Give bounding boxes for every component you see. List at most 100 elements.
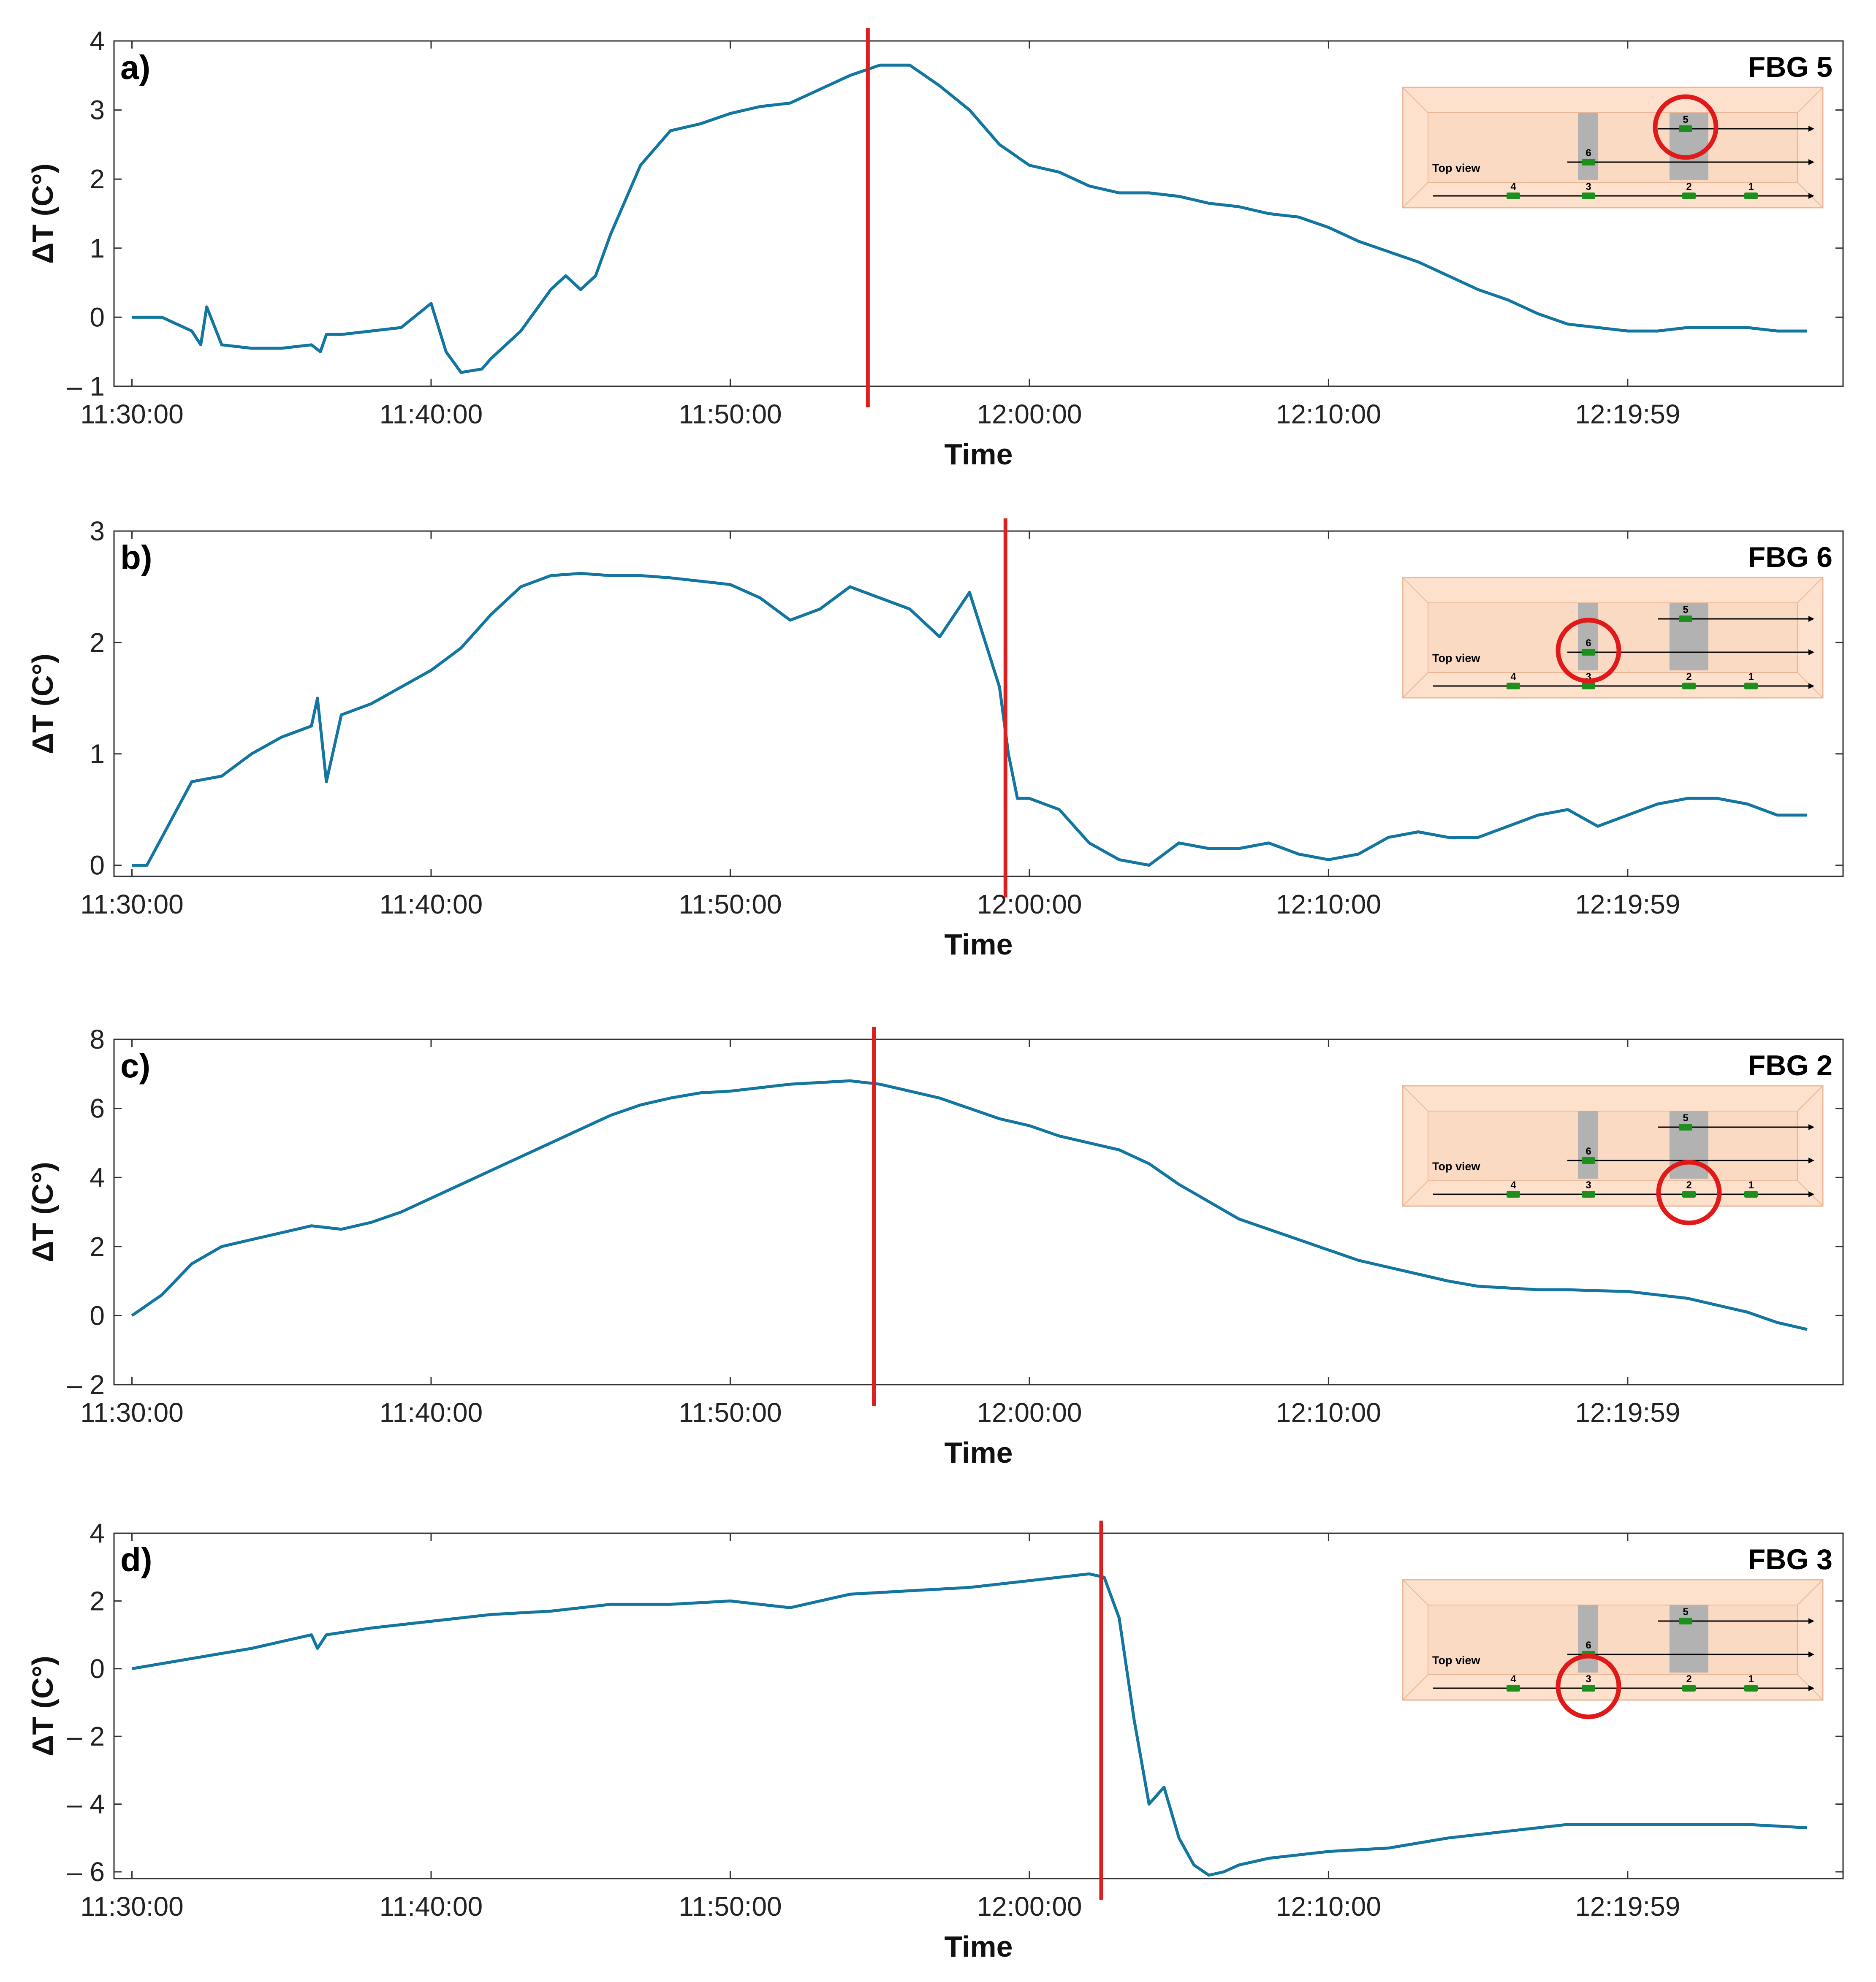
fbg-sensor-number: 3: [1586, 181, 1591, 193]
y-tick-label: 2: [90, 1586, 105, 1616]
inset-gray-strip: [1578, 1111, 1598, 1179]
inset-gray-strip: [1578, 1605, 1598, 1673]
fbg-sensor-marker: [1582, 649, 1595, 656]
series-line: [132, 572, 1807, 867]
y-tick-label: 8: [90, 1024, 105, 1055]
x-tick-label: 11:50:00: [679, 399, 782, 429]
arrow-head-icon: [1808, 1685, 1814, 1691]
y-tick-label: 2: [90, 627, 105, 658]
chart-panels: – 1 0 1 2 3 4 11:30:00 11:40:00 11:50:00 12:00:00…: [26, 26, 1844, 1963]
y-tick-label: 4: [90, 26, 105, 56]
y-tick-label: 2: [90, 164, 105, 194]
fbg-sensor-marker: [1744, 1191, 1758, 1198]
x-tick-label: 11:50:00: [679, 889, 782, 919]
y-tick-label: 1: [90, 739, 105, 769]
fbg-sensor-number: 5: [1683, 1606, 1688, 1618]
highlight-circle: [1556, 1654, 1621, 1719]
plot-frame: [113, 40, 1844, 387]
panel-label: d): [120, 1541, 152, 1578]
arrow-head-icon: [1808, 1124, 1814, 1130]
y-tick-label: 6: [90, 1093, 105, 1124]
fbg-sensor-marker: [1507, 193, 1520, 199]
inset-bevel-line: [1402, 87, 1428, 113]
series-line: [132, 63, 1807, 374]
chart-panel-1: – 1 0 1 2 3 4 11:30:00 11:40:00 11:50:00 12:00:00…: [26, 26, 1844, 471]
inset-gray-strip: [1578, 603, 1598, 670]
fbg-sensor-number: 4: [1510, 1673, 1516, 1685]
plot-frame: [113, 1532, 1844, 1879]
inset-bevel-line: [1402, 1085, 1428, 1112]
fbg-sensor-marker: [1744, 683, 1758, 689]
x-tick-label: 12:10:00: [1276, 1397, 1381, 1428]
plot-frame: [113, 1038, 1844, 1386]
panel-title: FBG 6: [1748, 541, 1833, 573]
x-tick-label: 11:30:00: [80, 1397, 183, 1428]
arrow-head-icon: [1808, 1618, 1814, 1624]
x-tick-label: 12:00:00: [977, 399, 1082, 429]
panel-title: FBG 3: [1748, 1543, 1833, 1575]
fbg-sensor-number: 1: [1748, 671, 1754, 683]
inset-gray-strip: [1578, 113, 1598, 180]
series-line: [131, 1079, 1808, 1331]
chart-panel-3: – 2 0 2 4 6 8 11:30:00 11:40:00 11:50:00 12:00:00…: [26, 1024, 1844, 1469]
panel-label: b): [120, 539, 152, 576]
y-tick-label: – 2: [67, 1721, 105, 1752]
fbg-sensor-number: 6: [1586, 147, 1591, 159]
inset-inner-box: [1428, 1605, 1798, 1675]
arrow-head-icon: [1808, 1191, 1814, 1197]
fbg-sensor-marker: [1682, 1685, 1696, 1692]
fbg-sensor-marker: [1507, 683, 1520, 689]
y-tick-label: 0: [90, 1300, 105, 1331]
fbg-sensor-marker: [1682, 193, 1696, 199]
inset-bevel-line: [1797, 577, 1823, 603]
x-tick-label: 12:00:00: [977, 1397, 1082, 1428]
inset-gray-strip: [1670, 1111, 1708, 1179]
top-view-label: Top view: [1432, 1654, 1481, 1667]
y-tick-label: – 6: [67, 1857, 105, 1887]
chart-panel-4: – 6 – 4 – 2 0 2 4 11:30:00 11:40:00 11:50:00 12:0…: [26, 1518, 1844, 1963]
y-tick-label: 3: [90, 516, 105, 546]
x-tick-label: 11:40:00: [380, 399, 483, 429]
fbg-sensor-number: 5: [1683, 604, 1688, 615]
x-axis-title: Time: [944, 1436, 1013, 1469]
panel-title: FBG 2: [1748, 1049, 1833, 1082]
fbg-sensor-marker: [1507, 1685, 1520, 1692]
fbg-sensor-number: 4: [1510, 181, 1516, 193]
fbg-sensor-number: 4: [1510, 671, 1516, 683]
highlight-circle: [1653, 94, 1719, 160]
y-tick-label: – 1: [67, 371, 105, 401]
x-tick-label: 12:10:00: [1276, 399, 1381, 429]
x-tick-label: 11:50:00: [679, 1891, 782, 1922]
inset-gray-strip: [1670, 603, 1708, 670]
x-tick-label: 11:40:00: [380, 889, 483, 919]
x-tick-label: 11:30:00: [80, 889, 183, 919]
inset-inner-box: [1428, 1111, 1798, 1181]
y-axis-title: ΔT (C°): [26, 653, 59, 754]
inset-bevel-line: [1402, 1674, 1428, 1700]
inset-inner-box: [1428, 112, 1798, 183]
x-tick-label: 12:19:59: [1575, 399, 1680, 429]
y-tick-label: 1: [90, 233, 105, 263]
inset-bevel-line: [1402, 672, 1428, 698]
arrow-head-icon: [1808, 1158, 1814, 1163]
arrow-head-icon: [1808, 126, 1814, 132]
fbg-sensor-number: 2: [1686, 671, 1691, 683]
y-axis-title: ΔT (C°): [26, 1162, 59, 1262]
x-axis-title: Time: [944, 928, 1013, 961]
fbg-sensor-number: 3: [1586, 1673, 1591, 1685]
fbg-sensor-marker: [1582, 1157, 1595, 1164]
fbg-sensor-marker: [1744, 193, 1758, 199]
x-axis-title: Time: [944, 1930, 1013, 1963]
plot-frame: [113, 530, 1844, 877]
inset-bevel-line: [1797, 1085, 1823, 1112]
x-tick-label: 12:10:00: [1276, 1891, 1381, 1922]
fbg-sensor-number: 2: [1686, 181, 1691, 193]
x-tick-label: 11:40:00: [380, 1891, 483, 1922]
fbg-sensor-number: 4: [1510, 1179, 1516, 1191]
fbg-sensor-marker: [1679, 615, 1692, 622]
x-tick-label: 12:10:00: [1276, 889, 1381, 919]
